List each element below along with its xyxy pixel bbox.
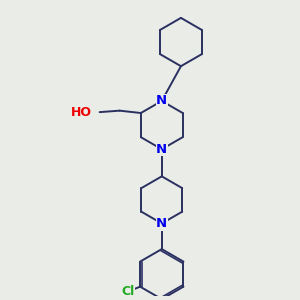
Text: N: N: [156, 217, 167, 230]
Text: HO: HO: [70, 106, 92, 118]
Text: Cl: Cl: [121, 285, 134, 298]
Text: N: N: [156, 94, 167, 107]
Text: N: N: [156, 143, 167, 156]
